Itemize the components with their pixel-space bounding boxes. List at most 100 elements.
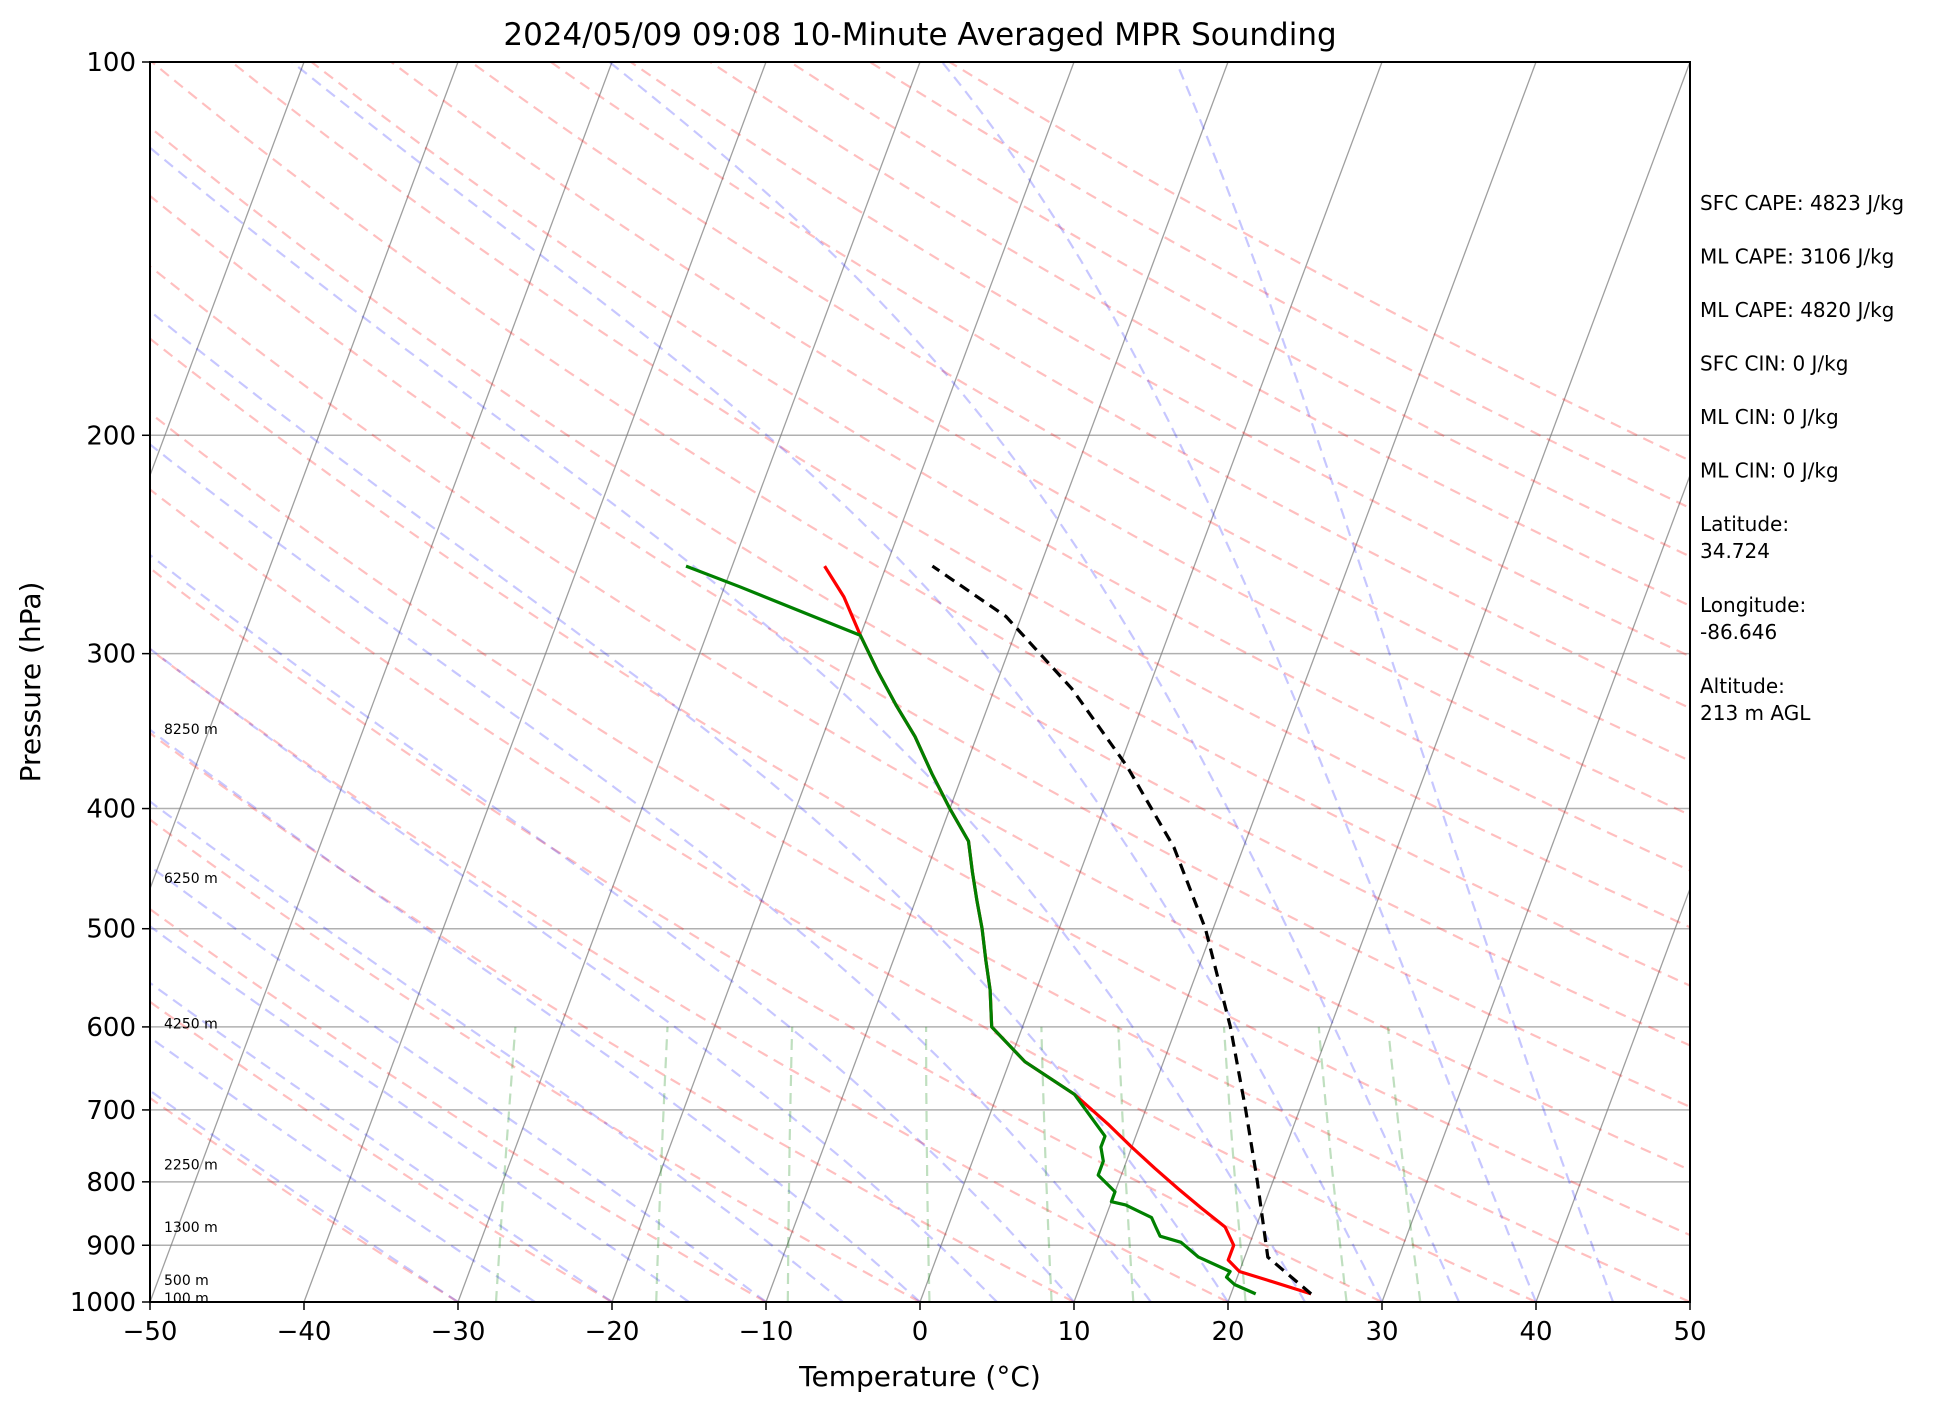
x-tick-label: −40 [277, 1317, 332, 1347]
dewpoint-profile-line [685, 564, 1257, 1296]
y-tick-label: 400 [86, 795, 136, 825]
moist-adiabat-line [150, 146, 1306, 1302]
isotherm-line [150, 62, 305, 478]
dry-adiabat-line [949, 62, 1690, 462]
stats-annotation: Latitude: 34.724 [1700, 512, 1789, 563]
dry-adiabat-line [150, 125, 1690, 1047]
dry-adiabat-line [150, 566, 1383, 1302]
temperature-profile-line [823, 565, 1312, 1296]
dry-adiabat-line [150, 647, 1229, 1302]
moist-adiabat-line [941, 62, 1538, 1302]
x-tick-label: 50 [1673, 1317, 1706, 1347]
stats-annotation: Longitude: -86.646 [1700, 593, 1806, 644]
dry-adiabat-line [150, 411, 1690, 1302]
isotherm-line [1381, 473, 1690, 1302]
isotherm-line [1073, 62, 1537, 1302]
stats-annotation: ML CIN: 0 J/kg [1700, 459, 1839, 483]
y-tick-label: 800 [86, 1168, 136, 1198]
x-tick-label: 10 [1057, 1317, 1090, 1347]
chart-title: 2024/05/09 09:08 10-Minute Averaged MPR … [503, 17, 1336, 53]
dry-adiabat-line [470, 62, 1690, 763]
mixing-ratio-line [1117, 1026, 1135, 1302]
moist-adiabat-line [150, 553, 1075, 1302]
y-tick-label: 1000 [70, 1288, 136, 1318]
dry-adiabat-line [150, 337, 1690, 1237]
y-tick-label: 300 [86, 640, 136, 670]
isotherm-line [457, 62, 921, 1302]
dry-adiabat-line [709, 62, 1690, 608]
moist-adiabat-line [1175, 62, 1615, 1302]
dry-adiabat-line [150, 488, 1537, 1302]
mixing-ratio-line [494, 1026, 517, 1302]
x-tick-label: −30 [431, 1317, 486, 1347]
mixing-ratio-line [1386, 1026, 1422, 1302]
moist-adiabat-line [150, 728, 921, 1302]
dry-adiabat-line [150, 1000, 613, 1302]
parcel-profile-line [931, 564, 1313, 1296]
y-tick-label: 200 [86, 421, 136, 451]
x-tick-label: 40 [1519, 1317, 1552, 1347]
mixing-ratio-line [1222, 1026, 1247, 1302]
dry-adiabat-line [150, 907, 767, 1302]
height-label: 100 m [164, 1291, 209, 1307]
dry-adiabat-line [150, 264, 1690, 1172]
mixing-ratio-line [786, 1026, 794, 1302]
y-tick-label: 700 [86, 1096, 136, 1126]
x-tick-label: 20 [1211, 1317, 1244, 1347]
isotherm-line [150, 62, 613, 1302]
isotherm-line [150, 62, 459, 891]
mixing-ratio-line [1040, 1026, 1053, 1302]
moist-adiabat-line [150, 309, 1229, 1302]
height-label: 6250 m [164, 871, 218, 887]
dry-adiabat-line [150, 818, 921, 1302]
y-tick-label: 100 [86, 48, 136, 78]
stats-annotation: ML CIN: 0 J/kg [1700, 405, 1839, 429]
dry-adiabat-line [310, 62, 1690, 872]
moist-adiabat-line [291, 62, 1383, 1302]
stats-annotation: SFC CAPE: 4823 J/kg [1700, 191, 1904, 215]
stats-annotation: SFC CIN: 0 J/kg [1700, 352, 1848, 376]
isotherm-line [919, 62, 1383, 1302]
moist-adiabat-line [150, 443, 1152, 1302]
height-label: 4250 m [164, 1016, 218, 1032]
mixing-ratio-line [924, 1026, 931, 1302]
dry-adiabat-line [629, 62, 1690, 658]
moist-adiabat-line [150, 800, 844, 1302]
mixing-ratio-line [655, 1026, 669, 1302]
dry-adiabat-line [231, 62, 1690, 929]
isotherm-line [1227, 62, 1690, 1302]
isotherm-line [303, 62, 767, 1302]
height-label: 8250 m [164, 722, 218, 738]
height-label: 2250 m [164, 1158, 218, 1174]
height-label: 500 m [164, 1273, 209, 1289]
x-tick-label: −10 [739, 1317, 794, 1347]
dry-adiabat-line [150, 731, 1075, 1302]
stats-annotation: ML CAPE: 4820 J/kg [1700, 298, 1894, 322]
height-label: 1300 m [164, 1220, 218, 1236]
moist-adiabat-line [150, 865, 767, 1302]
dry-adiabat-line [150, 194, 1690, 1109]
isotherm-line [765, 62, 1229, 1302]
x-axis-label: Temperature (°C) [798, 1360, 1041, 1393]
isotherm-line [1535, 886, 1690, 1302]
y-tick-label: 600 [86, 1013, 136, 1043]
isotherm-line [611, 62, 1075, 1302]
dry-adiabat-line [151, 62, 1690, 987]
dry-adiabat-line [869, 62, 1690, 510]
x-tick-label: −20 [585, 1317, 640, 1347]
x-tick-label: −50 [123, 1317, 178, 1347]
x-tick-label: 30 [1365, 1317, 1398, 1347]
dry-adiabat-line [390, 62, 1690, 817]
stats-annotation: ML CAPE: 3106 J/kg [1700, 245, 1894, 269]
mixing-ratio-line [1317, 1026, 1348, 1302]
y-tick-label: 500 [86, 915, 136, 945]
moist-adiabat-line [150, 924, 690, 1302]
dry-adiabat-line [550, 62, 1690, 710]
y-axis-label: Pressure (hPa) [14, 582, 47, 783]
moist-adiabat-line [608, 62, 1461, 1302]
x-tick-label: 0 [912, 1317, 929, 1347]
stats-annotation: Altitude: 213 m AGL [1700, 674, 1811, 725]
y-tick-label: 900 [86, 1231, 136, 1261]
moist-adiabat-line [150, 647, 998, 1302]
